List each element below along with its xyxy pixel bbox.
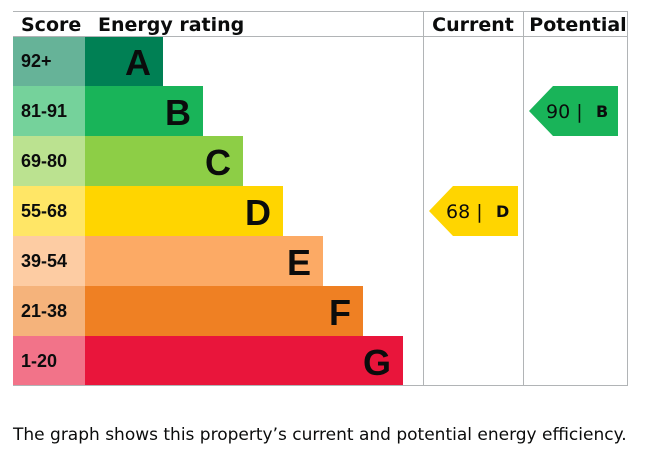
potential-rating-score: 90 |: [546, 101, 583, 123]
band-b-bar: [85, 86, 203, 136]
band-f-score-cell: [13, 286, 85, 336]
band-d-score-cell: [13, 186, 85, 236]
epc-chart: Score Energy rating Current Potential 92…: [13, 11, 628, 386]
band-a: 92+ A: [13, 36, 163, 86]
band-a-range: 92+: [21, 51, 52, 71]
potential-rating-arrow: [529, 86, 618, 136]
band-c-letter: C: [205, 142, 231, 183]
band-a-letter: A: [125, 42, 151, 83]
band-c-bar: [85, 136, 243, 186]
potential-rating-letter: B: [596, 102, 608, 121]
band-a-bar: [85, 36, 163, 86]
band-g-range: 1-20: [21, 351, 57, 371]
header-energy-rating: Energy rating: [98, 14, 244, 36]
current-rating-score: 68 |: [446, 201, 483, 223]
band-f-letter: F: [329, 292, 351, 333]
header-potential: Potential: [529, 14, 626, 36]
band-g: 1-20 G: [13, 336, 403, 386]
band-g-letter: G: [363, 342, 391, 383]
band-b-letter: B: [165, 92, 191, 133]
header-score: Score: [21, 14, 81, 36]
band-f: 21-38 F: [13, 286, 363, 336]
rating-indicators: 68 | D 90 | B: [429, 86, 618, 236]
current-rating-arrow: [429, 186, 518, 236]
rating-bands: 92+ A 81-91 B 69-80 C 55-68 D 39-54 E 21-38 F 1-20 G: [13, 36, 403, 386]
band-e-bar: [85, 236, 323, 286]
band-b: 81-91 B: [13, 86, 203, 136]
band-e-range: 39-54: [21, 251, 67, 271]
band-b-score-cell: [13, 86, 85, 136]
header-current: Current: [432, 14, 514, 36]
band-g-score-cell: [13, 336, 85, 386]
band-d-letter: D: [245, 192, 271, 233]
band-g-bar: [85, 336, 403, 386]
band-c: 69-80 C: [13, 136, 243, 186]
band-f-range: 21-38: [21, 301, 67, 321]
band-c-score-cell: [13, 136, 85, 186]
band-b-range: 81-91: [21, 101, 67, 121]
band-e-letter: E: [287, 242, 311, 283]
band-e-score-cell: [13, 236, 85, 286]
band-e: 39-54 E: [13, 236, 323, 286]
band-d-range: 55-68: [21, 201, 67, 221]
band-a-score-cell: [13, 36, 85, 86]
band-d: 55-68 D: [13, 186, 283, 236]
band-c-range: 69-80: [21, 151, 67, 171]
band-d-bar: [85, 186, 283, 236]
chart-grid: [13, 11, 628, 386]
band-f-bar: [85, 286, 363, 336]
current-rating-letter: D: [496, 202, 509, 221]
chart-caption: The graph shows this property’s current …: [13, 425, 627, 445]
